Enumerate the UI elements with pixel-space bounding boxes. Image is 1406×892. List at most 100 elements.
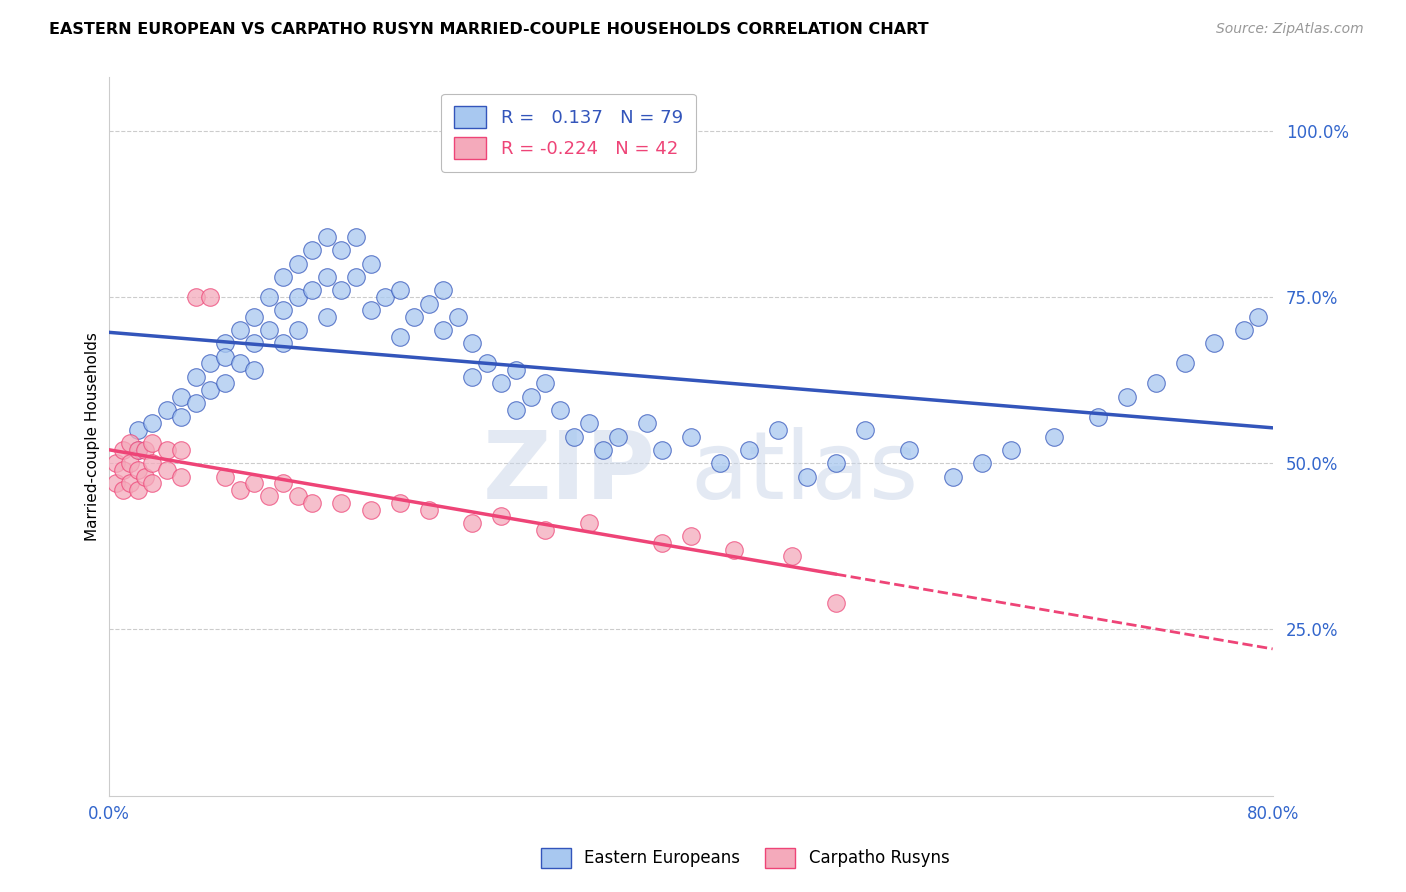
Point [104,456,127,470]
Point [505,403,527,417]
Point [1116,390,1139,404]
Point [1232,323,1254,337]
Point [287,290,309,304]
Point [120,436,142,450]
Point [505,363,527,377]
Point [141,436,163,450]
Point [315,230,337,244]
Point [853,423,876,437]
Y-axis label: Married-couple Households: Married-couple Households [86,332,100,541]
Point [287,257,309,271]
Point [104,476,127,491]
Point [388,283,411,297]
Point [170,469,193,483]
Point [1174,356,1197,370]
Point [287,323,309,337]
Point [679,429,702,443]
Point [548,403,571,417]
Point [134,469,156,483]
Point [156,403,179,417]
Point [228,356,250,370]
Point [1144,376,1167,391]
Point [315,310,337,324]
Point [243,476,266,491]
Point [897,442,920,457]
Point [330,496,353,510]
Legend: Eastern Europeans, Carpatho Rusyns: Eastern Europeans, Carpatho Rusyns [534,841,956,875]
Point [388,330,411,344]
Point [447,310,470,324]
Point [578,417,600,431]
Point [782,549,804,564]
Point [214,376,236,391]
Point [127,463,149,477]
Point [330,283,353,297]
Point [360,303,382,318]
Point [214,350,236,364]
Point [170,390,193,404]
Point [418,502,440,516]
Point [112,483,135,497]
Point [461,369,484,384]
Point [127,442,149,457]
Point [200,290,222,304]
Point [257,290,280,304]
Point [796,469,818,483]
Point [519,390,541,404]
Point [301,244,323,258]
Point [330,244,353,258]
Point [578,516,600,530]
Point [214,469,236,483]
Point [534,376,557,391]
Point [491,376,513,391]
Text: Source: ZipAtlas.com: Source: ZipAtlas.com [1216,22,1364,37]
Point [271,303,294,318]
Point [1087,409,1109,424]
Text: EASTERN EUROPEAN VS CARPATHO RUSYN MARRIED-COUPLE HOUSEHOLDS CORRELATION CHART: EASTERN EUROPEAN VS CARPATHO RUSYN MARRI… [49,22,929,37]
Point [257,323,280,337]
Point [651,442,673,457]
Point [1043,429,1066,443]
Point [592,442,614,457]
Point [1247,310,1270,324]
Point [287,490,309,504]
Point [475,356,498,370]
Point [432,323,454,337]
Point [184,396,207,410]
Point [228,323,250,337]
Point [214,336,236,351]
Point [170,409,193,424]
Point [825,456,848,470]
Point [271,336,294,351]
Point [243,310,266,324]
Point [491,509,513,524]
Point [360,257,382,271]
Point [738,442,761,457]
Point [228,483,250,497]
Point [636,417,658,431]
Point [606,429,628,443]
Point [344,230,367,244]
Point [388,496,411,510]
Point [243,336,266,351]
Point [651,536,673,550]
Point [534,523,557,537]
Point [141,476,163,491]
Point [1204,336,1226,351]
Point [112,463,135,477]
Point [156,442,179,457]
Text: atlas: atlas [690,426,920,518]
Text: ZIP: ZIP [482,426,655,518]
Point [301,496,323,510]
Point [120,476,142,491]
Point [271,270,294,285]
Point [134,442,156,457]
Point [127,442,149,457]
Legend: R =   0.137   N = 79, R = -0.224   N = 42: R = 0.137 N = 79, R = -0.224 N = 42 [441,94,696,172]
Point [1000,442,1022,457]
Point [461,336,484,351]
Point [360,502,382,516]
Point [184,290,207,304]
Point [562,429,585,443]
Point [404,310,426,324]
